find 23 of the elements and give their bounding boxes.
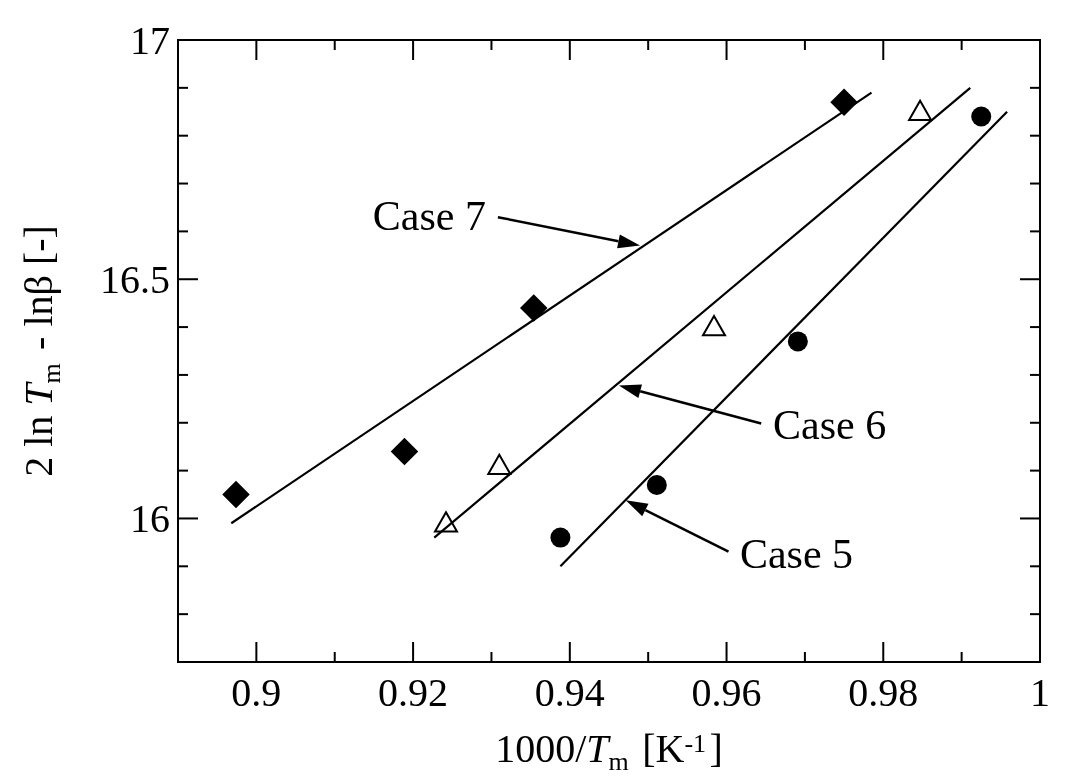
- point: [787, 331, 808, 352]
- point: [908, 99, 933, 122]
- y-tick-label: 17: [130, 18, 170, 63]
- point: [702, 315, 727, 337]
- x-axis-title: 1000/T$_{m}$ [K$^{-1}$]: [495, 726, 723, 776]
- x-tick-label: 1: [1030, 670, 1050, 715]
- annotation: Case 7: [372, 193, 486, 239]
- y-tick-label: 16.5: [100, 257, 170, 303]
- point: [390, 437, 419, 466]
- point: [646, 474, 667, 495]
- point: [520, 294, 548, 322]
- x-tick-label: 0.94: [534, 670, 605, 715]
- point: [550, 527, 571, 548]
- x-tick-label: 0.9: [231, 670, 282, 715]
- point: [971, 106, 992, 127]
- y-tick-label: 16: [130, 496, 170, 542]
- point: [222, 480, 250, 509]
- x-tick-label: 0.92: [378, 670, 449, 715]
- annotation: Case 5: [739, 531, 854, 578]
- annotation: Case 6: [773, 402, 887, 448]
- x-tick-label: 0.96: [691, 670, 762, 715]
- x-tick-label: 0.98: [848, 670, 919, 715]
- point: [487, 453, 512, 476]
